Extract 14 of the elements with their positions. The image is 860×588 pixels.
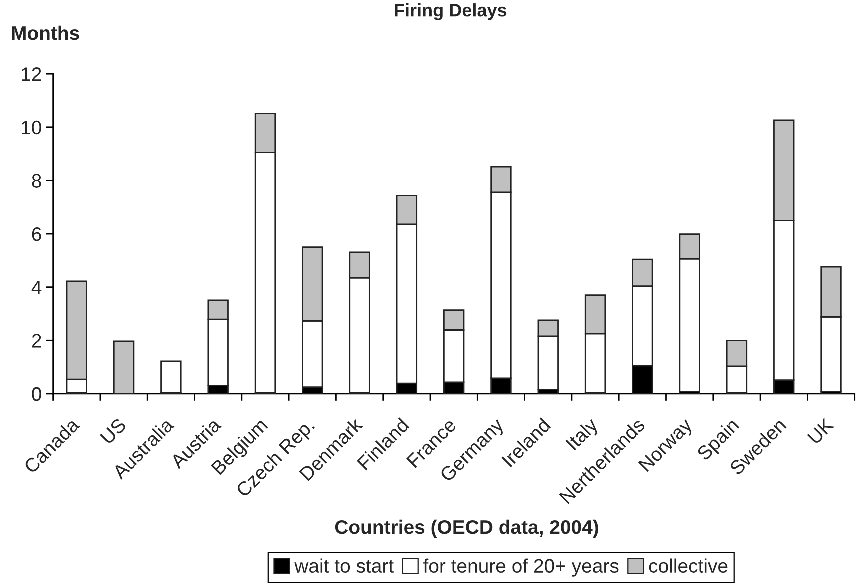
y-tick-label: 0 [32,387,42,402]
y-tick-label: 4 [32,281,42,294]
legend-label: collective [649,558,728,574]
y-axis-title: Months [12,26,80,40]
legend-label: wait to start [294,558,394,574]
y-tick-label: 6 [32,227,42,242]
y-tick-label: 12 [22,68,42,82]
x-axis-title: Countries (OECD data, 2004) [335,520,598,538]
y-tick-label: 2 [32,334,42,348]
y-tick-label: 10 [22,120,42,135]
y-tick-label: 8 [32,174,42,188]
legend-label: for tenure of 20+ years [424,558,619,577]
chart-title: Firing Delays [395,4,507,20]
x-tick-label: UK [807,417,835,445]
